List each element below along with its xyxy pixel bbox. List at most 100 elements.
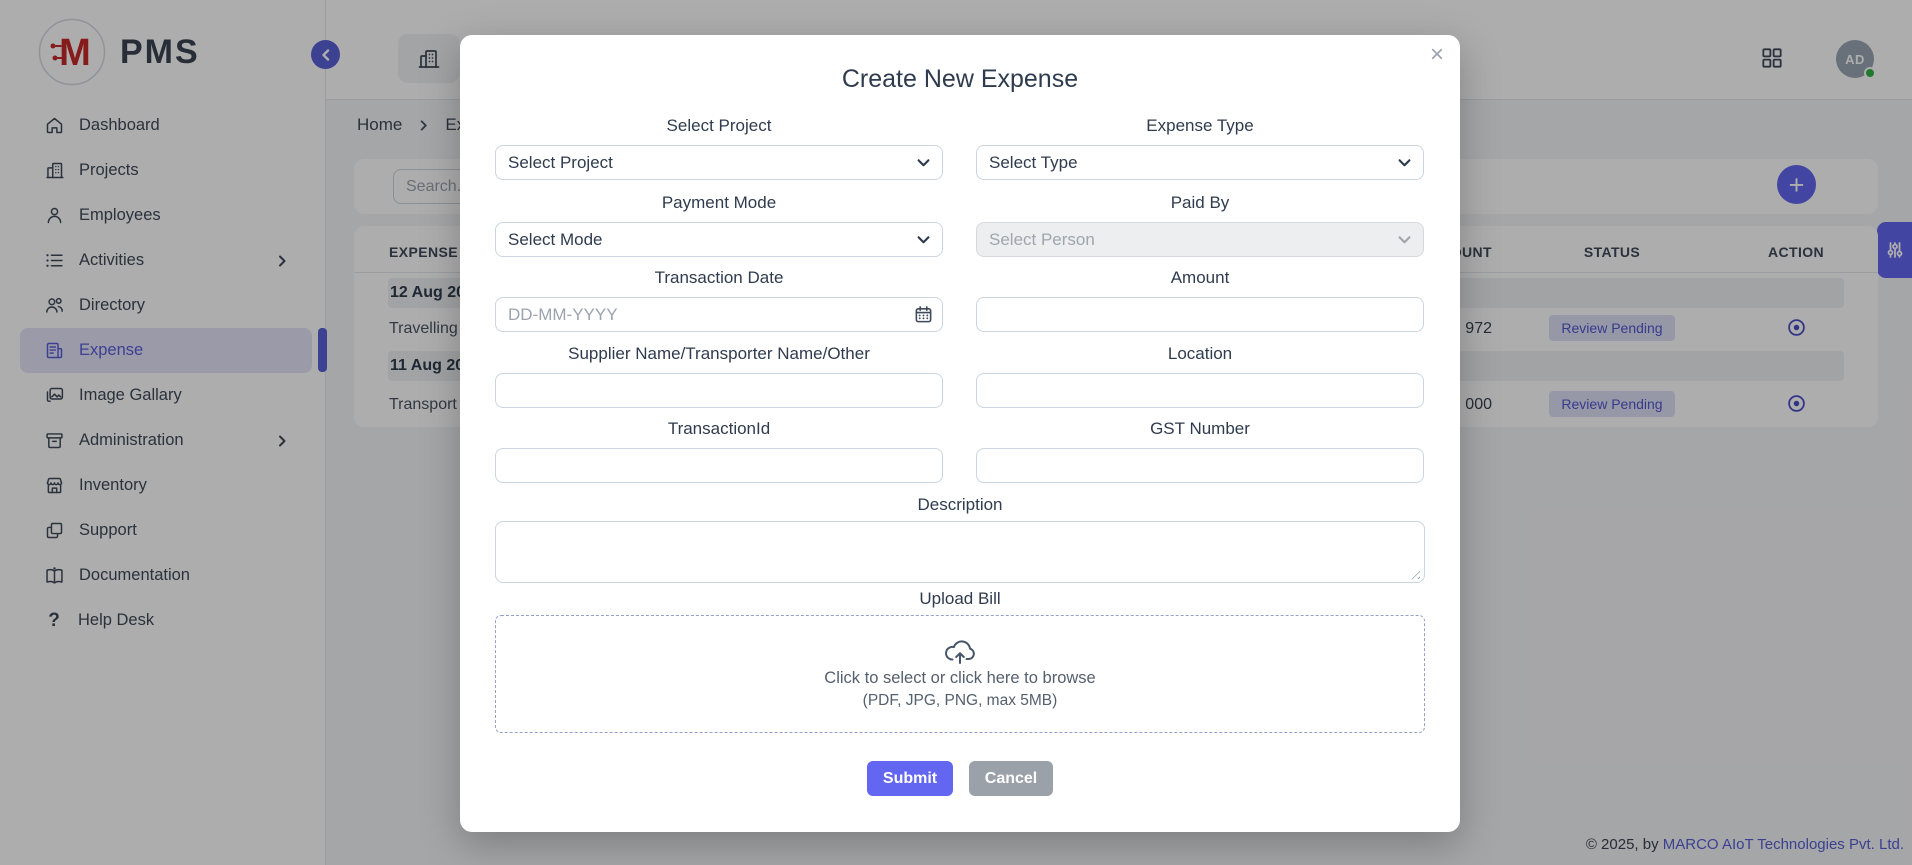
sidebar-item-inventory[interactable]: Inventory: [20, 463, 312, 508]
organization-button[interactable]: [398, 34, 460, 83]
sidebar-item-image-gallary[interactable]: Image Gallary: [20, 373, 312, 418]
sidebar-item-documentation[interactable]: Documentation: [20, 553, 312, 598]
cloud-upload-icon: [945, 640, 975, 664]
add-expense-button[interactable]: +: [1777, 165, 1816, 204]
filter-settings-tab[interactable]: [1877, 222, 1912, 278]
archive-icon: [46, 433, 63, 449]
view-eye-icon[interactable]: [1787, 394, 1806, 413]
avatar[interactable]: AD: [1836, 40, 1876, 79]
calendar-icon[interactable]: [914, 305, 933, 324]
grid-icon: [1762, 48, 1782, 68]
payment-mode-label: Payment Mode: [661, 193, 777, 212]
chevron-right-icon: [421, 119, 428, 131]
chevron-down-icon: [1398, 236, 1411, 244]
building-icon: [418, 49, 440, 68]
sidebar-item-directory[interactable]: Directory: [20, 283, 312, 328]
payment-mode-dropdown[interactable]: Select Mode: [495, 222, 943, 257]
receipt-icon: [46, 342, 63, 359]
expense-type-dropdown[interactable]: Select Type: [976, 145, 1424, 180]
transaction-date-input[interactable]: [495, 297, 943, 332]
upload-bill-dropzone[interactable]: Click to select or click here to browse …: [495, 615, 1425, 733]
sliders-icon: [1887, 242, 1902, 258]
group-date: 11 Aug 2025: [390, 357, 482, 374]
column-header-action: ACTION: [1767, 244, 1825, 260]
book-icon: [46, 567, 63, 584]
company-link[interactable]: MARCO AIoT Technologies Pvt. Ltd.: [1662, 836, 1904, 853]
svg-text:M: M: [59, 32, 91, 74]
person-icon: [47, 207, 62, 224]
cancel-button[interactable]: Cancel: [969, 761, 1053, 796]
expense-type-label: Expense Type: [1146, 116, 1254, 135]
submit-button[interactable]: Submit: [867, 761, 953, 796]
image-icon: [46, 387, 64, 402]
gst-number-input[interactable]: [976, 448, 1424, 483]
upload-instruction: Click to select or click here to browse: [824, 669, 1096, 687]
status-cell: Review Pending: [1542, 315, 1682, 341]
amount-cell: 000: [1465, 396, 1492, 413]
sidebar-item-employees[interactable]: Employees: [20, 193, 312, 238]
supplier-input[interactable]: [495, 373, 943, 408]
amount-label: Amount: [1170, 268, 1230, 287]
select-project-dropdown[interactable]: Select Project: [495, 145, 943, 180]
modal-title: Create New Expense: [841, 65, 1079, 93]
sidebar-item-expense[interactable]: Expense: [20, 328, 312, 373]
chevron-down-icon: [1398, 159, 1411, 167]
expense-type-cell: Transport: [389, 396, 457, 413]
upload-filetypes: (PDF, JPG, PNG, max 5MB): [862, 692, 1058, 709]
gst-number-label: GST Number: [1150, 419, 1250, 438]
location-label: Location: [1167, 344, 1233, 363]
sidebar-item-administration[interactable]: Administration: [20, 418, 312, 463]
buildings-icon: [46, 162, 64, 179]
sidebar-item-dashboard[interactable]: Dashboard: [20, 103, 312, 148]
copyright-text: © 2025, by: [1585, 836, 1663, 853]
sidebar-item-activities[interactable]: Activities: [20, 238, 312, 283]
home-icon: [46, 117, 63, 134]
view-eye-icon[interactable]: [1787, 318, 1806, 337]
chevron-right-icon: [279, 255, 286, 266]
status-cell: Review Pending: [1542, 391, 1682, 417]
pms-logo-icon: M: [38, 18, 106, 86]
transaction-date-label: Transaction Date: [654, 268, 784, 287]
list-icon: [46, 254, 63, 267]
sidebar-menu: Dashboard Projects Employees Activities …: [0, 103, 326, 643]
action-cell: [1766, 394, 1826, 418]
group-date: 12 Aug 2025: [390, 284, 483, 301]
create-expense-modal: × Create New Expense Select Project Expe…: [460, 35, 1460, 832]
active-item-accent-bar: [318, 328, 327, 372]
paid-by-dropdown: Select Person: [976, 222, 1424, 257]
transaction-id-label: TransactionId: [667, 419, 771, 438]
avatar-initials: AD: [1845, 51, 1865, 67]
expense-type-cell: Travelling: [389, 320, 458, 337]
chevron-right-icon: [279, 435, 286, 446]
sidebar-item-projects[interactable]: Projects: [20, 148, 312, 193]
location-input[interactable]: [976, 373, 1424, 408]
modal-close-button[interactable]: ×: [1429, 41, 1444, 68]
online-status-dot: [1864, 67, 1876, 79]
transaction-id-input[interactable]: [495, 448, 943, 483]
description-textarea[interactable]: [495, 521, 1425, 583]
action-cell: [1766, 318, 1826, 342]
footer: © 2025, by MARCO AIoT Technologies Pvt. …: [1586, 836, 1904, 853]
sidebar-item-support[interactable]: Support: [20, 508, 312, 553]
paid-by-label: Paid By: [1170, 193, 1230, 212]
breadcrumb-home[interactable]: Home: [357, 115, 403, 134]
sidebar-item-help-desk[interactable]: ? Help Desk: [20, 598, 312, 643]
status-badge: Review Pending: [1549, 315, 1675, 341]
people-icon: [46, 297, 63, 313]
sidebar-collapse-button[interactable]: [311, 40, 340, 69]
upload-bill-label: Upload Bill: [919, 589, 1001, 608]
select-project-label: Select Project: [666, 116, 772, 135]
chevron-down-icon: [917, 159, 930, 167]
chevron-down-icon: [917, 236, 930, 244]
amount-input[interactable]: [976, 297, 1424, 332]
windows-icon: [46, 522, 63, 539]
amount-cell: 972: [1465, 320, 1492, 337]
supplier-label: Supplier Name/Transporter Name/Other: [568, 344, 870, 363]
description-label: Description: [917, 495, 1003, 514]
sidebar: M PMS Dashboard Projects Employees: [0, 0, 340, 865]
question-mark-icon: ?: [48, 609, 60, 631]
status-badge: Review Pending: [1549, 391, 1675, 417]
apps-grid-button[interactable]: [1758, 45, 1786, 73]
chevron-left-icon: [321, 48, 329, 61]
